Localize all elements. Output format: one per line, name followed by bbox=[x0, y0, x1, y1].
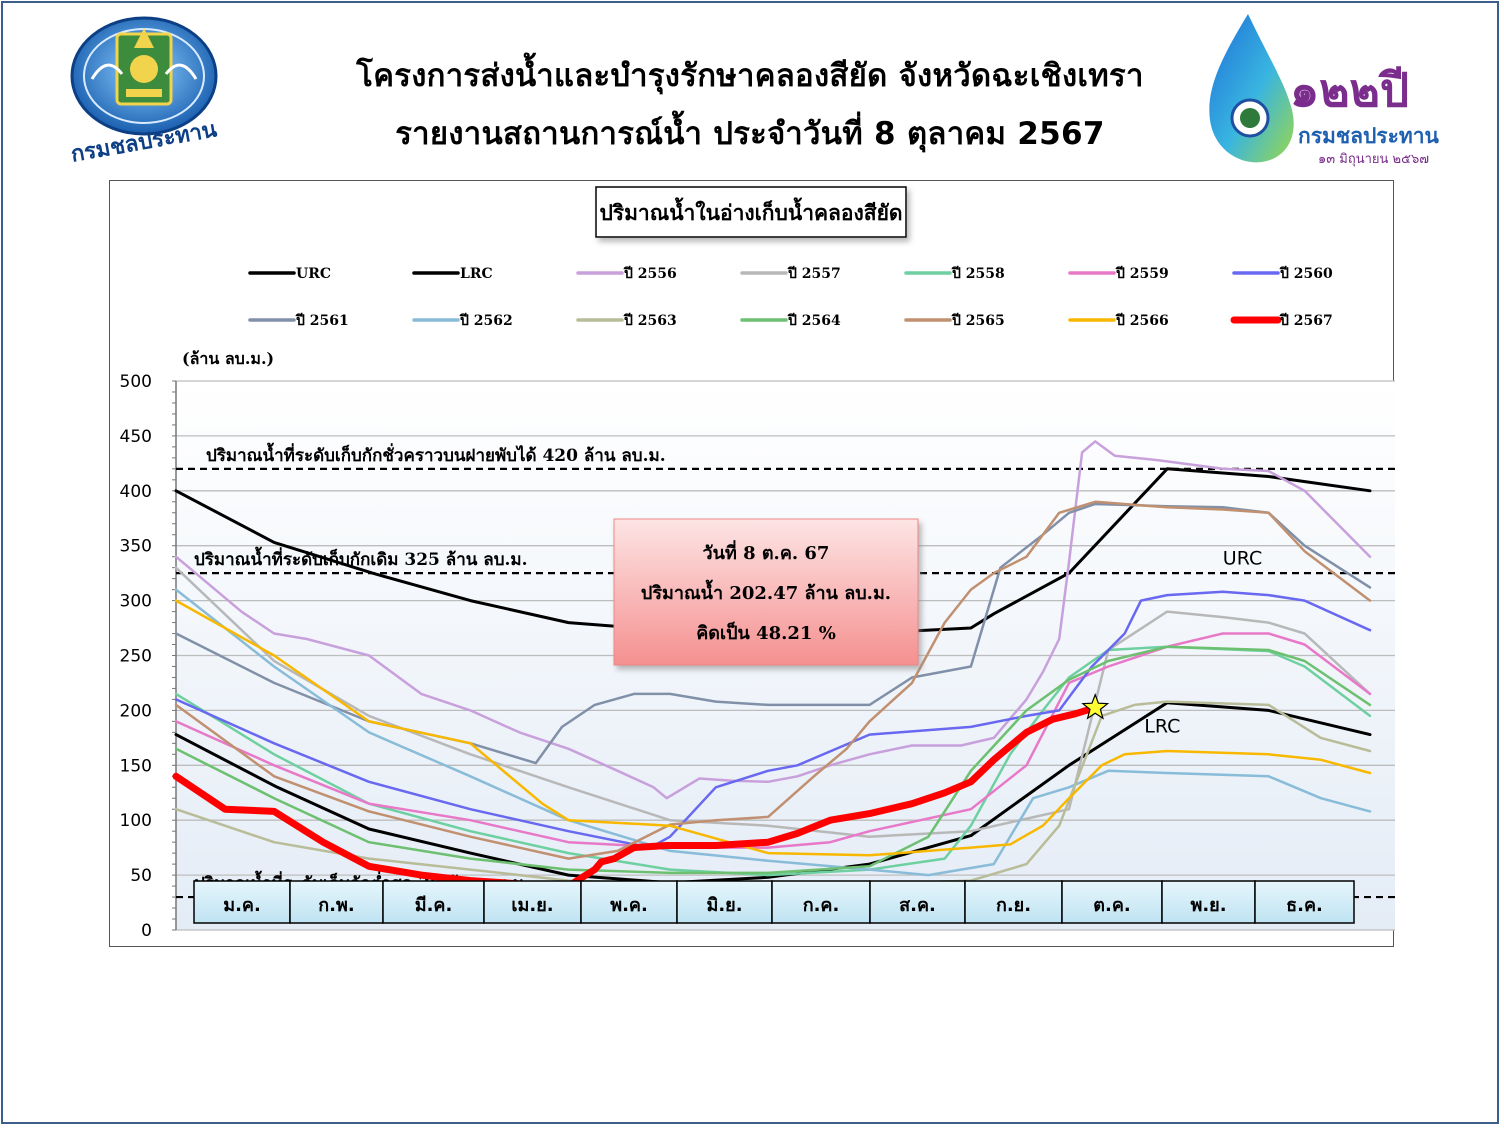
y-tick-label: 100 bbox=[120, 811, 152, 831]
month-box bbox=[580, 880, 678, 924]
series-line bbox=[174, 599, 1372, 857]
legend-label: ปี 2558 bbox=[951, 266, 1005, 282]
month-box bbox=[869, 880, 966, 924]
y-axis-label: (ล้าน ลบ.ม.) bbox=[182, 349, 274, 368]
legend-label: ปี 2567 bbox=[1279, 313, 1333, 329]
anniversary-date: ๑๓ มิถุนายน ๒๕๖๗ bbox=[1318, 152, 1429, 167]
series-line bbox=[172, 704, 1099, 890]
anniversary-number: ๑๒๒ปี bbox=[1290, 63, 1410, 117]
annotation-box bbox=[613, 518, 919, 666]
page-title-line2: รายงานสถานการณ์น้ำ ประจำวันที่ 8 ตุลาคม … bbox=[395, 116, 1105, 152]
y-tick-label: 500 bbox=[120, 372, 152, 392]
month-label: ต.ค. bbox=[1093, 895, 1130, 916]
chart-title: ปริมาณน้ำในอ่างเก็บน้ำคลองสียัด bbox=[599, 197, 902, 225]
legend-label: ปี 2560 bbox=[1279, 266, 1333, 282]
series-line bbox=[174, 590, 1372, 849]
month-label: เม.ย. bbox=[511, 895, 553, 916]
legend-label: URC bbox=[296, 266, 331, 282]
series-line bbox=[174, 440, 1372, 800]
month-label: ก.พ. bbox=[318, 895, 354, 916]
legend: URC LRC ปี 2556 ปี 2557 ปี 2558 ปี 2559 ปี 256… bbox=[248, 266, 1333, 329]
legend-label: ปี 2566 bbox=[1115, 313, 1169, 329]
storage-chart: 0 50 100 150 200 250 300 350 400 450 500 ปริมาณน้ำ… bbox=[120, 186, 1401, 941]
month-box bbox=[676, 880, 773, 924]
series-line bbox=[174, 566, 1372, 838]
anniversary-logo: ๑๒๒ปี กรมชลประทาน ๑๓ มิถุนายน ๒๕๖๗ bbox=[1200, 10, 1460, 170]
chart-title-box bbox=[595, 186, 907, 238]
y-tick-label: 450 bbox=[120, 427, 152, 447]
month-label: ธ.ค. bbox=[1286, 895, 1323, 916]
month-label: ก.ย. bbox=[996, 895, 1031, 916]
rid-logo: กรมชลประทาน bbox=[62, 14, 232, 174]
month-label: ส.ค. bbox=[899, 895, 936, 916]
annotation-line: วันที่ 8 ต.ค. 67 bbox=[703, 540, 830, 564]
legend-label: ปี 2565 bbox=[951, 313, 1005, 329]
reference-line-label: ปริมาณน้ำที่ระดับเก็บกักชั่วคราวบนฝายพับ… bbox=[206, 442, 666, 466]
y-tick-label: 150 bbox=[120, 756, 152, 776]
series-line bbox=[174, 632, 1372, 849]
legend-label: ปี 2557 bbox=[787, 266, 841, 282]
y-tick-label: 400 bbox=[120, 482, 152, 502]
y-tick-label: 200 bbox=[120, 701, 152, 721]
month-label: มี.ค. bbox=[415, 895, 453, 916]
annotation-layer: วันที่ 8 ต.ค. 67 ปริมาณน้ำ 202.47 ล้าน ลบ… bbox=[613, 518, 1110, 720]
annotation-line: ปริมาณน้ำ 202.47 ล้าน ลบ.ม. bbox=[641, 579, 891, 604]
urc-curve-label: URC bbox=[1223, 547, 1262, 569]
legend-label: ปี 2556 bbox=[623, 266, 677, 282]
series-layer: URC LRC bbox=[172, 440, 1372, 890]
month-label: ม.ค. bbox=[223, 895, 261, 916]
series-line bbox=[174, 502, 1372, 765]
current-point-star bbox=[1081, 692, 1110, 720]
month-label: พ.ย. bbox=[1190, 895, 1226, 916]
month-labels: ม.ค. ก.พ. มี.ค. เม.ย. พ.ค. มิ.ย. ก.ค. ส.ค. ก.ย. ต… bbox=[193, 880, 1355, 924]
month-label: ก.ค. bbox=[803, 895, 840, 916]
reference-line-label: ปริมาณน้ำที่ระดับเก็บกักเดิม 325 ล้าน ลบ… bbox=[194, 546, 528, 570]
month-box bbox=[193, 880, 291, 924]
series-line bbox=[174, 645, 1372, 875]
chart-container: 0 50 100 150 200 250 300 350 400 450 500 ปริมาณน้ำ… bbox=[109, 180, 1401, 947]
month-box bbox=[483, 880, 582, 924]
y-tick-label: 0 bbox=[141, 921, 152, 941]
annotation-line: คิดเป็น 48.21 % bbox=[696, 621, 836, 644]
page-title-line1: โครงการส่งน้ำและบำรุงรักษาคลองสียัด จังห… bbox=[356, 58, 1144, 94]
month-box bbox=[1061, 880, 1163, 924]
lrc-curve-label: LRC bbox=[1144, 715, 1180, 737]
legend-label: LRC bbox=[460, 266, 493, 282]
y-axis: 0 50 100 150 200 250 300 350 400 450 500 bbox=[120, 372, 177, 941]
legend-label: ปี 2561 bbox=[295, 313, 349, 329]
legend-label: ปี 2562 bbox=[459, 313, 513, 329]
y-tick-label: 350 bbox=[120, 537, 152, 557]
series-line bbox=[174, 500, 1372, 860]
legend-label: ปี 2559 bbox=[1115, 266, 1169, 282]
month-box bbox=[1254, 880, 1355, 924]
anniversary-name: กรมชลประทาน bbox=[1298, 124, 1439, 148]
month-label: พ.ค. bbox=[610, 895, 648, 916]
y-tick-label: 300 bbox=[120, 592, 152, 612]
legend-label: ปี 2564 bbox=[787, 313, 841, 329]
y-tick-label: 50 bbox=[130, 866, 152, 886]
y-tick-label: 250 bbox=[120, 647, 152, 667]
month-label: มิ.ย. bbox=[706, 895, 742, 916]
legend-label: ปี 2563 bbox=[623, 313, 677, 329]
series-line bbox=[174, 588, 1372, 877]
